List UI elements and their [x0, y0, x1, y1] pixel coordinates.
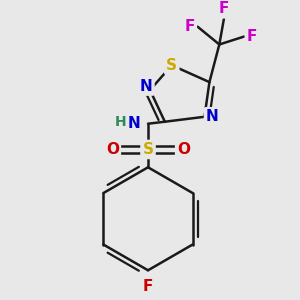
Text: F: F	[143, 279, 153, 294]
Text: H: H	[115, 115, 126, 129]
Text: O: O	[177, 142, 190, 157]
Text: S: S	[166, 58, 177, 73]
Text: O: O	[106, 142, 119, 157]
Text: F: F	[219, 1, 230, 16]
Text: N: N	[140, 79, 152, 94]
Text: N: N	[206, 109, 219, 124]
Text: F: F	[184, 19, 195, 34]
Text: N: N	[128, 116, 140, 131]
Text: S: S	[142, 142, 154, 157]
Text: F: F	[143, 279, 153, 294]
Text: F: F	[247, 29, 257, 44]
